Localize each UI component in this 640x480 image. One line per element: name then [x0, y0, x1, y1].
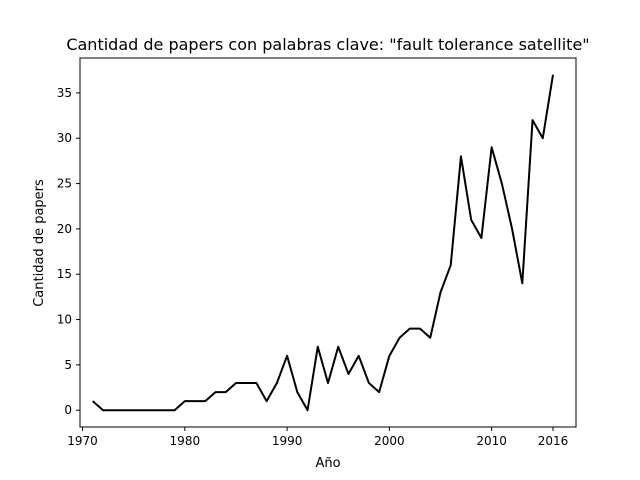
- data-point: [501, 183, 503, 185]
- data-point: [439, 291, 441, 293]
- data-point: [296, 391, 298, 393]
- y-tick-label: 0: [64, 403, 72, 417]
- data-point: [245, 382, 247, 384]
- x-tick-label: 2010: [476, 434, 507, 448]
- data-point: [450, 264, 452, 266]
- x-axis-label: Año: [315, 456, 340, 471]
- x-tick-label: 2000: [374, 434, 405, 448]
- data-point: [532, 119, 534, 121]
- data-point: [122, 409, 124, 411]
- data-point: [307, 409, 309, 411]
- x-tick-label: 2016: [538, 434, 569, 448]
- data-point: [286, 355, 288, 357]
- data-point: [163, 409, 165, 411]
- data-point: [429, 337, 431, 339]
- data-point: [378, 391, 380, 393]
- data-point: [174, 409, 176, 411]
- data-point: [480, 237, 482, 239]
- data-point: [317, 346, 319, 348]
- data-point: [92, 400, 94, 402]
- data-point: [511, 228, 513, 230]
- x-tick-label: 1980: [170, 434, 201, 448]
- data-point: [112, 409, 114, 411]
- axes: 1970 1980 1990 2000 2010 2016 0 5 10 15 20 25 30 35: [57, 57, 577, 448]
- data-point: [225, 391, 227, 393]
- data-point: [368, 382, 370, 384]
- data-point: [388, 355, 390, 357]
- series-line: [92, 74, 554, 412]
- y-tick-label: 30: [57, 131, 72, 145]
- y-axis-label: Cantidad de papers: [32, 179, 47, 307]
- x-tick-label: 1970: [67, 434, 98, 448]
- data-point: [552, 74, 554, 76]
- data-point: [266, 400, 268, 402]
- x-tick-label: 1990: [272, 434, 303, 448]
- data-point: [409, 328, 411, 330]
- data-point: [347, 373, 349, 375]
- data-point: [143, 409, 145, 411]
- y-tick-label: 10: [57, 313, 72, 327]
- data-point: [358, 355, 360, 357]
- chart-title: Cantidad de papers con palabras clave: "…: [66, 35, 589, 54]
- y-tick-label: 5: [64, 358, 72, 372]
- data-point: [327, 382, 329, 384]
- y-tick-label: 20: [57, 222, 72, 236]
- data-point: [521, 282, 523, 284]
- data-point: [194, 400, 196, 402]
- data-point: [491, 146, 493, 148]
- data-point: [215, 391, 217, 393]
- data-point: [255, 382, 257, 384]
- data-point: [276, 382, 278, 384]
- data-point: [470, 219, 472, 221]
- data-point: [235, 382, 237, 384]
- data-point: [337, 346, 339, 348]
- y-tick-label: 25: [57, 177, 72, 191]
- plot-frame: [79, 57, 577, 428]
- y-tick-label: 15: [57, 267, 72, 281]
- data-point: [399, 337, 401, 339]
- data-point: [542, 137, 544, 139]
- data-point: [419, 328, 421, 330]
- data-point: [184, 400, 186, 402]
- data-point: [102, 409, 104, 411]
- data-point: [460, 155, 462, 157]
- data-point: [153, 409, 155, 411]
- data-point: [133, 409, 135, 411]
- data-point: [204, 400, 206, 402]
- y-tick-label: 35: [57, 86, 72, 100]
